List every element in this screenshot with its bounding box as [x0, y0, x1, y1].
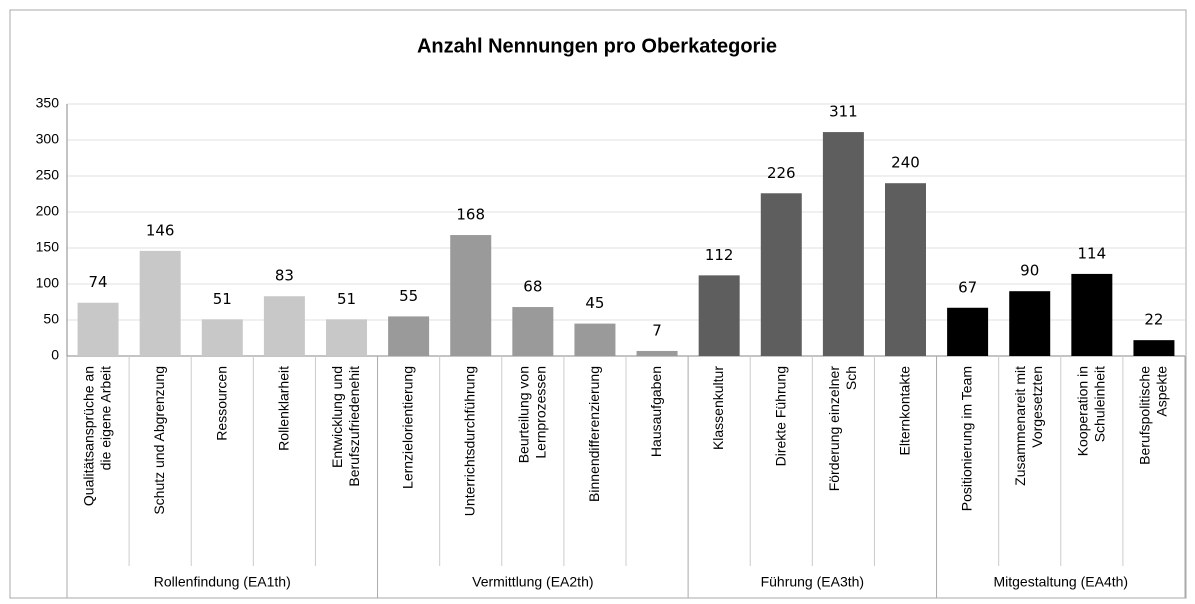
bar: [1009, 291, 1051, 356]
bar: [1133, 340, 1175, 356]
x-tick-label: Zusammenareit mitVorgesetzten: [1012, 366, 1045, 486]
group-label: Mitgestaltung (EA4th): [993, 574, 1128, 590]
x-tick-label: Entwicklung undBerufszufriedenehit: [329, 366, 362, 487]
y-tick-label: 150: [36, 239, 60, 255]
group-label: Rollenfindung (EA1th): [154, 574, 291, 590]
x-tick-label: Lernzielorientierung: [399, 366, 415, 489]
bar: [77, 302, 119, 356]
value-label: 114: [1078, 244, 1107, 262]
x-tick-label: Förderung einzelnerSch: [826, 366, 859, 492]
bar: [326, 319, 367, 356]
x-tick-label: Binnendifferenzierung: [586, 366, 602, 502]
bar: [1071, 273, 1113, 356]
y-tick-label: 250: [36, 167, 60, 183]
bar: [822, 132, 864, 356]
value-label: 240: [891, 154, 920, 172]
x-tick-label: Direkte Führung: [772, 366, 788, 466]
value-label: 67: [958, 278, 977, 296]
x-tick-label: Ressourcen: [213, 366, 229, 441]
x-tick-label: Qualitätsansprüche andie eigene Arbeit: [80, 366, 113, 506]
group-label: Führung (EA3th): [761, 574, 865, 590]
x-tick-label: Elternkontakte: [896, 366, 912, 456]
bar: [947, 307, 989, 356]
x-tick-label: Hausaufgaben: [648, 366, 664, 457]
group-label: Vermittlung (EA2th): [472, 574, 593, 590]
bar: [760, 193, 802, 356]
y-tick-label: 0: [51, 347, 59, 363]
value-label: 22: [1144, 311, 1163, 329]
x-tick-label: BerufspolitischeAspekte: [1136, 366, 1169, 465]
y-tick-label: 200: [36, 203, 60, 219]
y-tick-label: 100: [36, 275, 60, 291]
x-tick-label: Klassenkultur: [710, 366, 726, 450]
bar: [201, 319, 243, 356]
bar: [885, 183, 926, 356]
x-tick-label: Beurteilung vonLernprozessen: [515, 366, 548, 463]
value-label: 146: [146, 221, 175, 239]
value-label: 51: [213, 290, 232, 308]
value-label: 226: [767, 164, 796, 182]
value-label: 55: [399, 287, 418, 305]
bar: [139, 250, 181, 356]
value-label: 51: [337, 290, 356, 308]
value-label: 168: [456, 206, 485, 224]
value-label: 112: [705, 246, 734, 264]
bar: [636, 350, 678, 356]
y-tick-label: 350: [36, 95, 60, 111]
value-label: 7: [652, 321, 662, 339]
bar: [698, 275, 740, 356]
bar: [450, 235, 492, 356]
value-label: 68: [523, 278, 542, 296]
value-label: 45: [585, 294, 604, 312]
y-tick-label: 50: [43, 311, 59, 327]
bar: [512, 307, 554, 356]
value-label: 83: [275, 267, 294, 285]
y-tick-label: 300: [36, 131, 60, 147]
x-tick-label: Unterrichtsdurchführung: [461, 366, 477, 516]
chart-title: Anzahl Nennungen pro Oberkategorie: [417, 35, 777, 57]
x-tick-label: Schutz und Abgrenzung: [151, 366, 167, 515]
value-label: 74: [89, 273, 108, 291]
value-label: 311: [829, 103, 858, 121]
chart-frame: [9, 9, 1187, 599]
value-label: 90: [1020, 262, 1039, 280]
x-tick-label: Rollenklarheit: [275, 366, 291, 451]
bar: [574, 323, 616, 356]
x-tick-label: Kooperation inSchuleinheit: [1074, 366, 1107, 456]
x-tick-label: Positionierung im Team: [958, 366, 974, 511]
bar: [263, 296, 305, 356]
bar: [388, 316, 430, 356]
